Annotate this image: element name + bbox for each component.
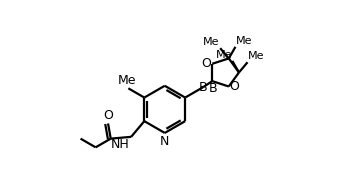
Text: Me: Me [236, 36, 252, 46]
Text: O: O [202, 57, 211, 70]
Text: N: N [160, 135, 169, 148]
Text: B: B [199, 81, 208, 94]
Text: O: O [103, 109, 113, 122]
Text: Me: Me [215, 50, 232, 60]
Text: B: B [208, 82, 217, 95]
Text: Me: Me [248, 51, 265, 61]
Text: Me: Me [118, 74, 136, 87]
Text: O: O [230, 80, 239, 93]
Text: Me: Me [203, 37, 219, 47]
Text: NH: NH [111, 139, 130, 151]
